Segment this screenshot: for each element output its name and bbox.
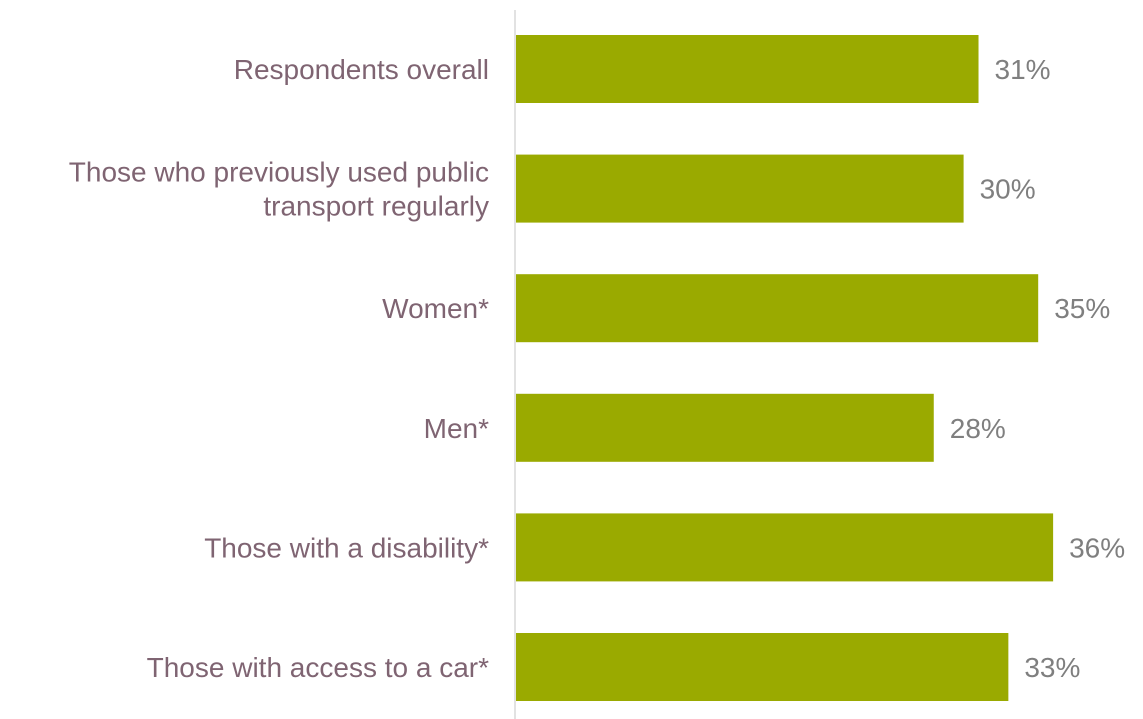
category-label-4: Those with a disability* [204, 532, 489, 563]
category-label-line: Those who previously used public [69, 157, 489, 188]
category-label-line: Respondents overall [234, 54, 489, 85]
value-label-1: 30% [980, 174, 1036, 205]
value-label-2: 35% [1054, 293, 1110, 324]
category-label-0: Respondents overall [234, 54, 489, 85]
bar-2 [516, 274, 1039, 343]
value-label-0: 31% [995, 54, 1051, 85]
category-label-line: Men* [424, 413, 489, 444]
bar-5 [516, 633, 1009, 701]
bar-4 [516, 513, 1054, 582]
value-label-5: 33% [1024, 652, 1080, 683]
category-label-line: Those with access to a car* [147, 652, 489, 683]
category-label-1: Those who previously used public transpor… [69, 157, 489, 222]
value-label-4: 36% [1069, 532, 1125, 563]
category-label-2: Women* [382, 293, 489, 324]
category-label-3: Men* [424, 413, 489, 444]
bar-3 [516, 393, 934, 462]
category-label-line: Those with a disability* [204, 532, 489, 563]
category-label-line: Women* [382, 293, 489, 324]
category-label-line: transport regularly [263, 191, 489, 222]
value-label-3: 28% [950, 413, 1006, 444]
bar-1 [516, 154, 964, 223]
bar-0 [516, 35, 979, 103]
category-label-5: Those with access to a car* [147, 652, 489, 683]
